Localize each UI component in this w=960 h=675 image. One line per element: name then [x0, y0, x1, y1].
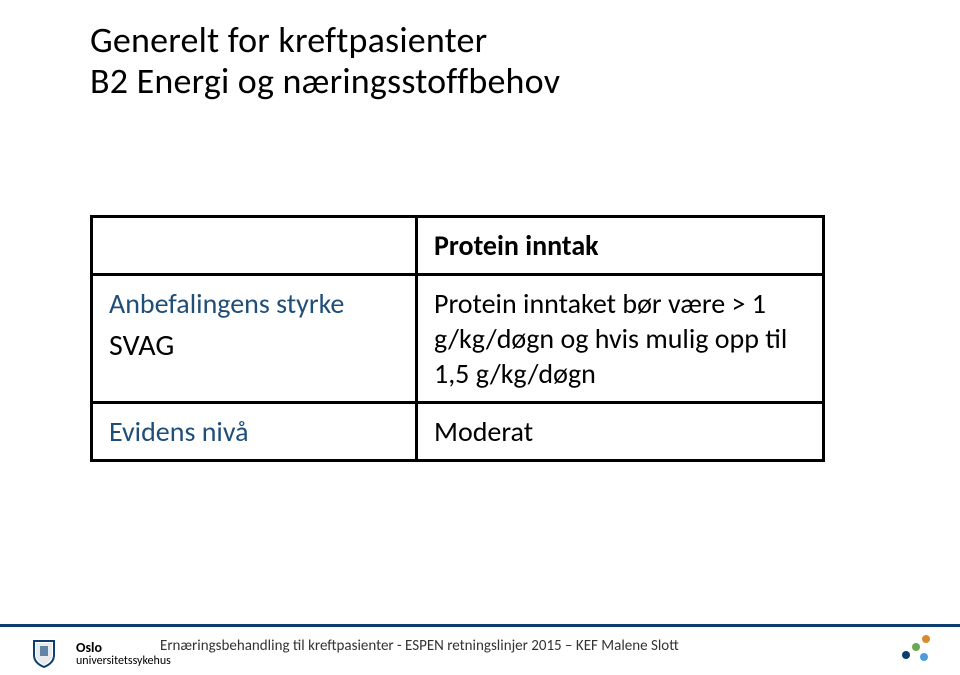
shield-icon	[30, 639, 70, 669]
row1-right-cell: Protein inntaket bør være > 1 g/kg/døgn …	[417, 275, 824, 403]
header-left-cell	[92, 217, 417, 275]
info-table: Protein inntak Anbefalingens styrke SVAG…	[90, 215, 825, 462]
logo-text-line1: Oslo	[76, 641, 171, 655]
anbefalingens-styrke-label: Anbefalingens styrke	[109, 286, 399, 321]
table-row: Anbefalingens styrke SVAG Protein inntak…	[92, 275, 824, 403]
oslo-logo: Oslo universitetssykehus	[30, 639, 171, 669]
footer-divider	[0, 624, 960, 627]
dot-green-icon	[912, 643, 920, 651]
header-right-cell: Protein inntak	[417, 217, 824, 275]
title-line-2: B2 Energi og næringsstoffbehov	[90, 61, 560, 102]
slide: Generelt for kreftpasienter B2 Energi og…	[0, 0, 960, 675]
row1-left-cell: Anbefalingens styrke SVAG	[92, 275, 417, 403]
row2-left-cell: Evidens nivå	[92, 403, 417, 461]
corner-dots-icon	[898, 635, 932, 665]
title-block: Generelt for kreftpasienter B2 Energi og…	[90, 20, 560, 103]
logo-text-line2: universitetssykehus	[76, 655, 171, 667]
row2-right-cell: Moderat	[417, 403, 824, 461]
logo-text: Oslo universitetssykehus	[76, 641, 171, 667]
dot-blue-icon	[902, 651, 910, 659]
protein-body-text: Protein inntaket bør være > 1 g/kg/døgn …	[434, 286, 787, 391]
dot-orange-icon	[922, 635, 930, 643]
info-table-wrap: Protein inntak Anbefalingens styrke SVAG…	[90, 215, 825, 462]
footer-text: Ernæringsbehandling til kreftpasienter -…	[160, 637, 679, 655]
dot-lightblue-icon	[920, 653, 928, 661]
moderat-text: Moderat	[434, 414, 533, 449]
table-row: Protein inntak	[92, 217, 824, 275]
svag-label: SVAG	[109, 327, 399, 365]
header-right-text: Protein inntak	[434, 228, 599, 263]
title-line-1: Generelt for kreftpasienter	[90, 20, 560, 61]
table-row: Evidens nivå Moderat	[92, 403, 824, 461]
evidens-niva-label: Evidens nivå	[109, 414, 249, 449]
